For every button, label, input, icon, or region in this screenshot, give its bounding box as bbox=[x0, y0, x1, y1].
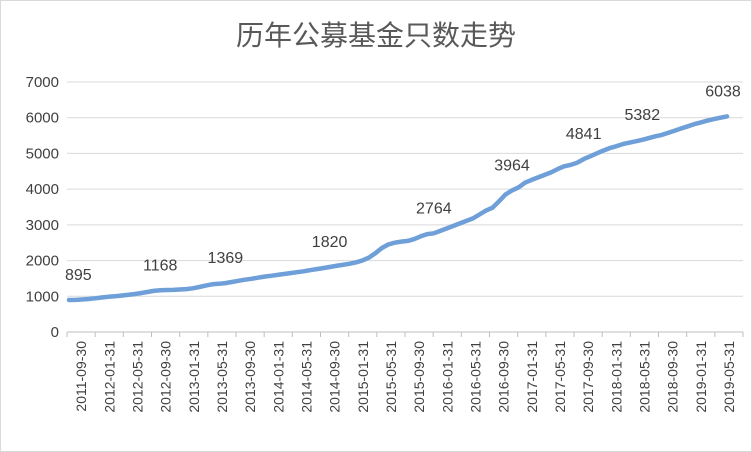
x-tick-label: 2014-05-31 bbox=[298, 341, 314, 413]
y-tick-label: 7000 bbox=[26, 74, 59, 91]
data-label: 4841 bbox=[566, 126, 602, 143]
y-tick-label: 2000 bbox=[26, 253, 59, 270]
x-tick-label: 2013-09-30 bbox=[242, 341, 258, 413]
data-label: 5382 bbox=[625, 107, 661, 124]
x-tick-label: 2019-05-31 bbox=[721, 341, 737, 413]
x-tick-label: 2013-05-31 bbox=[214, 341, 230, 413]
data-label: 2764 bbox=[416, 200, 452, 217]
x-tick-label: 2018-01-31 bbox=[608, 341, 624, 413]
x-tick-label: 2016-09-30 bbox=[496, 341, 512, 413]
y-tick-label: 3000 bbox=[26, 217, 59, 234]
x-tick-label: 2014-01-31 bbox=[270, 341, 286, 413]
x-tick-label: 2018-05-31 bbox=[636, 341, 652, 413]
y-tick-label: 0 bbox=[51, 324, 59, 341]
series-layer bbox=[66, 114, 730, 303]
data-label: 3964 bbox=[494, 157, 530, 174]
x-tick-label: 2011-09-30 bbox=[73, 341, 89, 412]
y-tick-label: 4000 bbox=[26, 181, 59, 198]
y-tick-label: 1000 bbox=[26, 288, 59, 305]
x-tick-label: 2012-09-30 bbox=[158, 341, 174, 413]
x-tick-label: 2017-01-31 bbox=[524, 341, 540, 413]
x-axis: 2011-09-30 2012-01-31 2012-05-31 2012-09-30… bbox=[66, 331, 744, 413]
data-label: 1369 bbox=[208, 250, 244, 267]
x-tick-label: 2015-01-31 bbox=[355, 341, 371, 413]
y-tick-label: 6000 bbox=[26, 110, 59, 127]
series-line bbox=[66, 114, 730, 303]
data-label: 1820 bbox=[312, 234, 348, 251]
data-labels: 895 1168 1369 1820 2764 3964 4841 5382 6038 bbox=[65, 83, 741, 284]
x-tick-label: 2019-01-31 bbox=[693, 341, 709, 413]
x-tick-label: 2018-09-30 bbox=[665, 341, 681, 413]
x-tick-label: 2017-05-31 bbox=[552, 341, 568, 413]
x-tick-label: 2017-09-30 bbox=[580, 341, 596, 413]
x-tick-label: 2015-05-31 bbox=[383, 341, 399, 413]
x-tick-label: 2014-09-30 bbox=[327, 341, 343, 413]
x-tick-label: 2015-09-30 bbox=[411, 341, 427, 413]
data-label: 6038 bbox=[705, 83, 741, 100]
x-tick-label: 2016-05-31 bbox=[467, 341, 483, 413]
x-tick-label: 2012-01-31 bbox=[101, 341, 117, 413]
x-tick-label: 2012-05-31 bbox=[129, 341, 145, 413]
y-axis: 0 1000 2000 3000 4000 5000 6000 7000 bbox=[26, 74, 59, 341]
x-tick-label: 2013-01-31 bbox=[186, 341, 202, 413]
data-label: 895 bbox=[65, 267, 92, 284]
x-tick-label: 2016-01-31 bbox=[439, 341, 455, 413]
data-label: 1168 bbox=[143, 257, 178, 274]
y-tick-label: 5000 bbox=[26, 145, 59, 162]
chart-title: 历年公募基金只数走势 bbox=[236, 19, 516, 52]
gridlines bbox=[67, 81, 743, 333]
